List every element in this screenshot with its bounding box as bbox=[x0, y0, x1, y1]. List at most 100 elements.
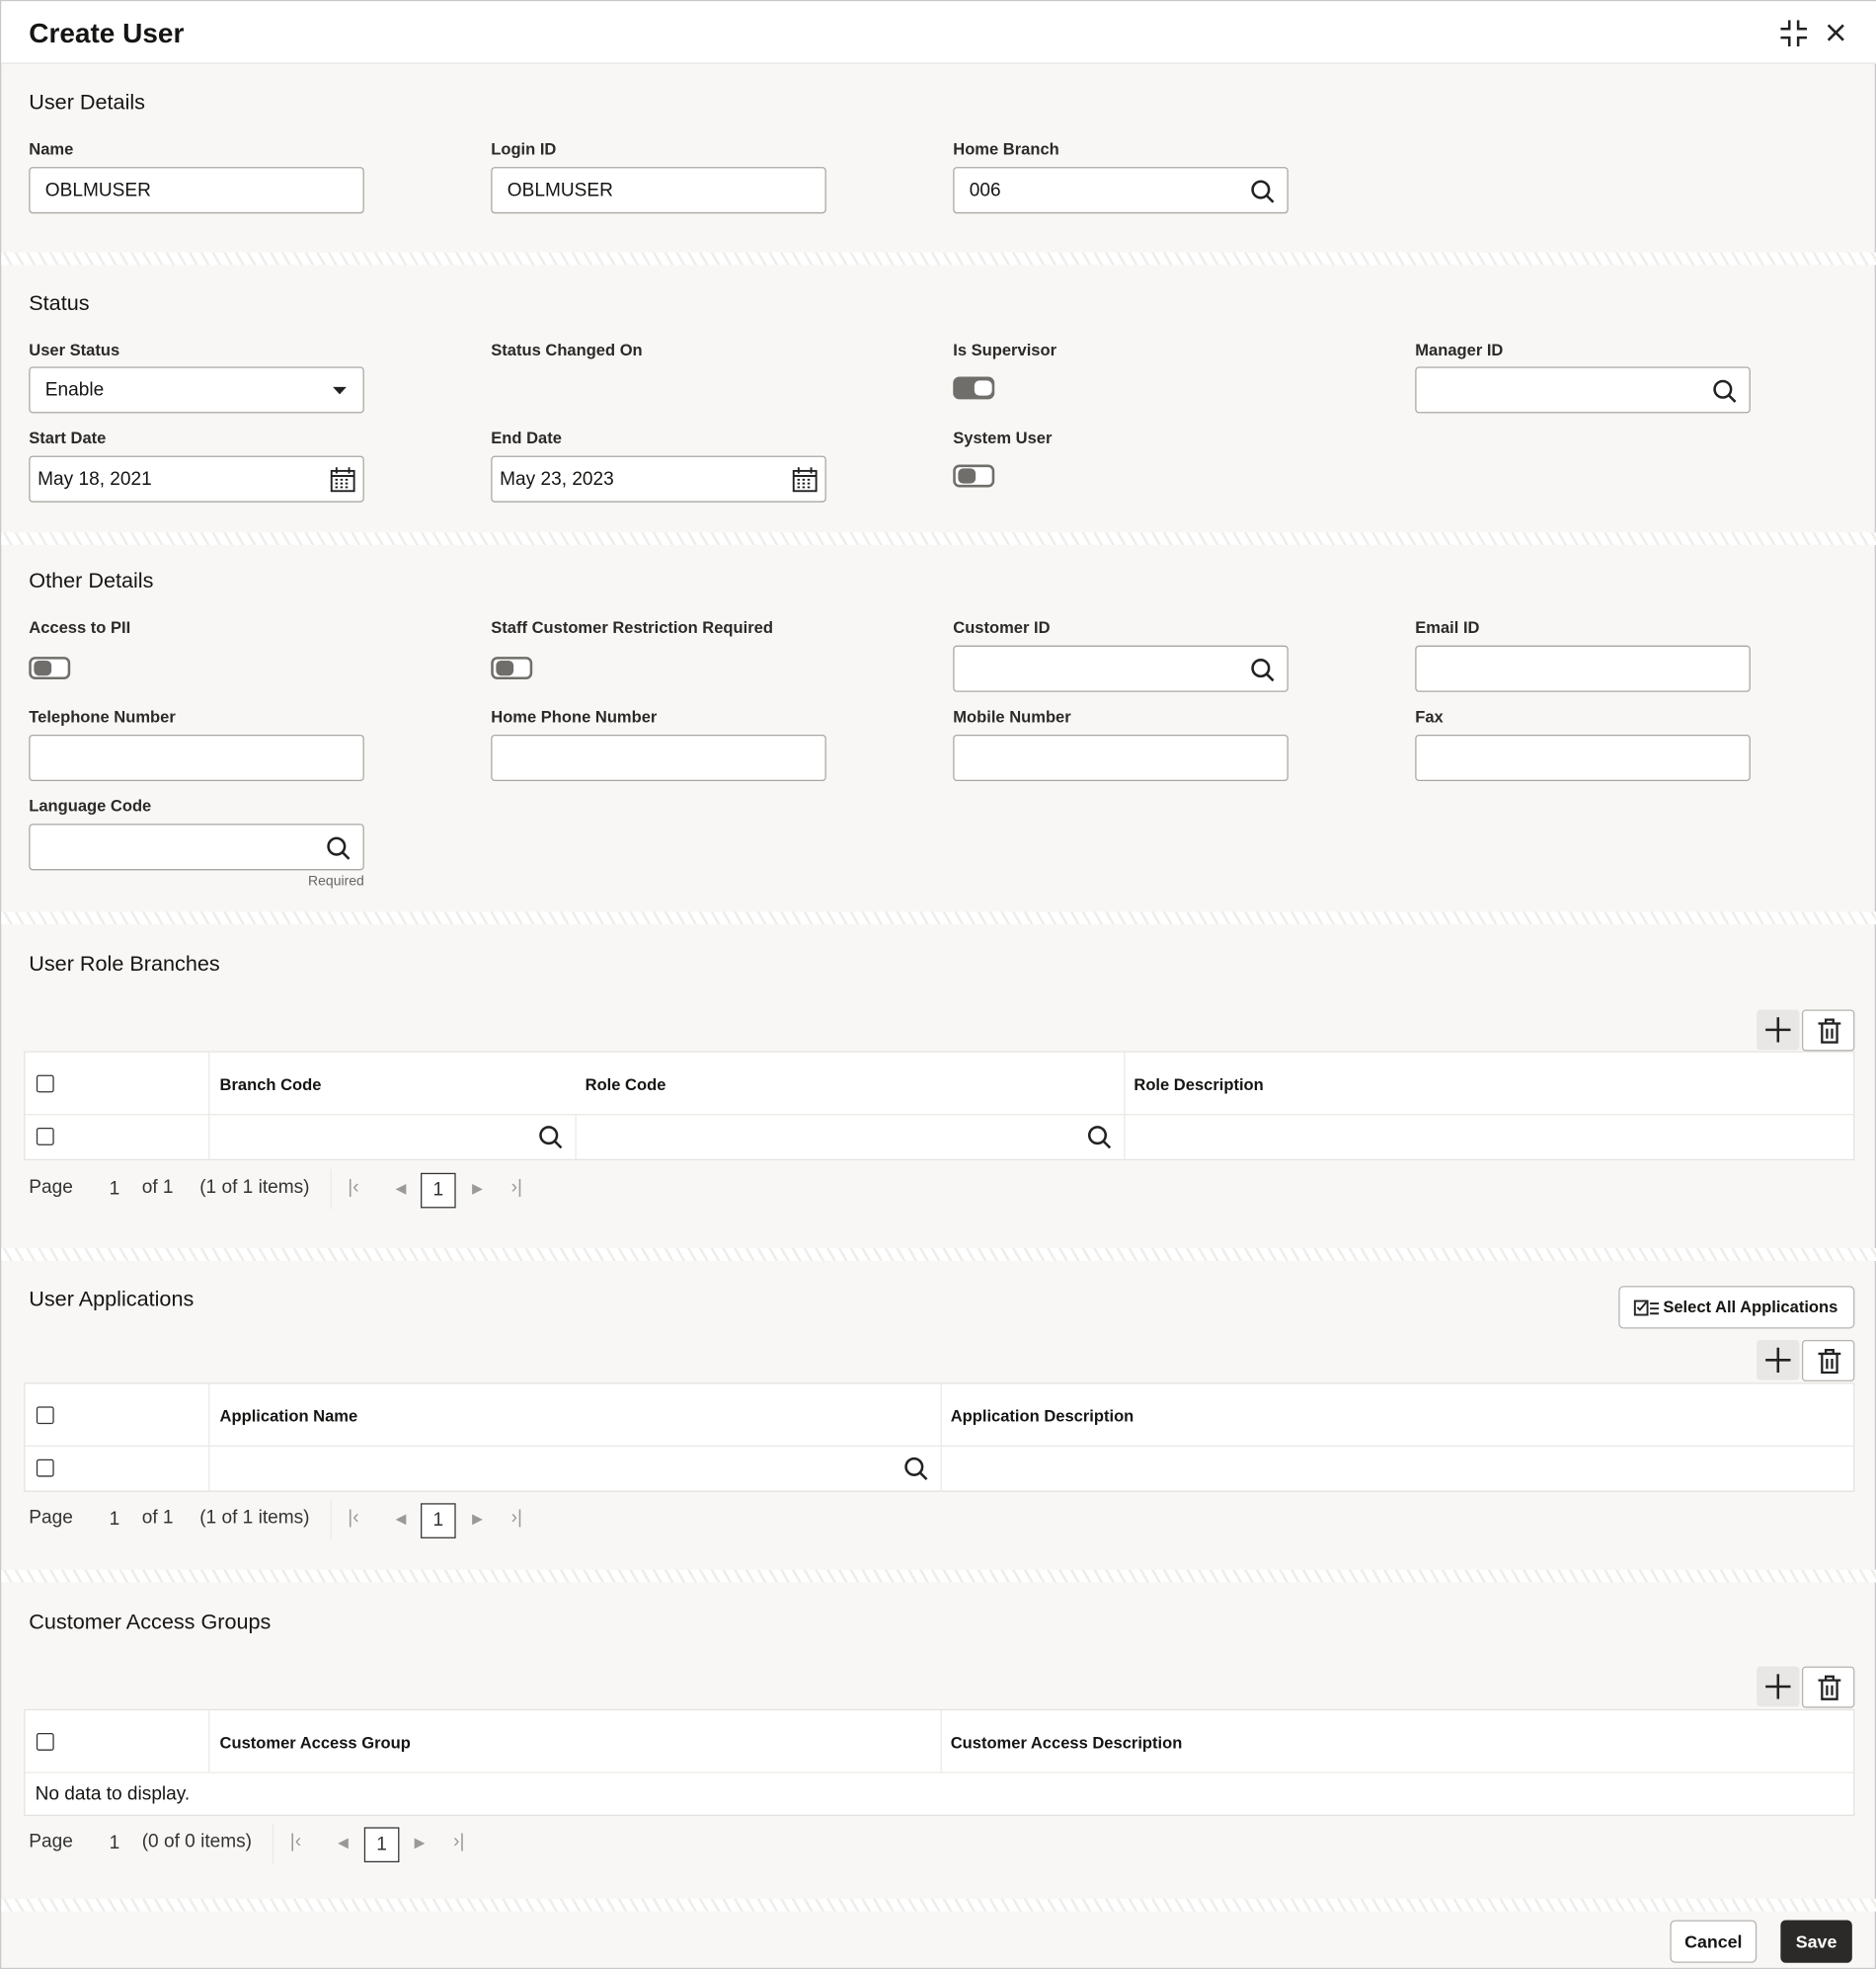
row-checkbox[interactable] bbox=[36, 1458, 54, 1477]
login-id-input[interactable]: OBLMUSER bbox=[491, 167, 826, 214]
items-count: (0 of 0 items) bbox=[141, 1831, 253, 1852]
mobile-input[interactable] bbox=[953, 734, 1289, 782]
customer-id-input[interactable] bbox=[953, 645, 1289, 692]
next-page-icon[interactable]: ▶ bbox=[414, 1836, 426, 1851]
user-role-branches-table: Branch Code Role Code Role Description bbox=[24, 1051, 1855, 1161]
column-header-role-code[interactable]: Role Code bbox=[585, 1074, 666, 1094]
checklist-icon bbox=[1633, 1300, 1659, 1316]
delete-row-button[interactable] bbox=[1801, 1339, 1855, 1381]
cancel-button[interactable]: Cancel bbox=[1670, 1920, 1758, 1963]
delete-row-button[interactable] bbox=[1801, 1009, 1855, 1052]
save-button[interactable]: Save bbox=[1780, 1920, 1852, 1963]
select-all-checkbox[interactable] bbox=[36, 1074, 54, 1093]
column-header-branch-code[interactable]: Branch Code bbox=[219, 1074, 322, 1094]
select-all-applications-label: Select All Applications bbox=[1663, 1297, 1838, 1316]
page-total: of 1 bbox=[141, 1176, 174, 1199]
end-date-input[interactable]: May 23, 2023 bbox=[491, 455, 826, 503]
section-divider bbox=[1, 1248, 1876, 1261]
search-icon[interactable] bbox=[539, 1125, 563, 1149]
supervisor-toggle[interactable] bbox=[953, 376, 995, 400]
next-page-icon[interactable]: ▶ bbox=[472, 1512, 483, 1528]
current-page-button[interactable]: 1 bbox=[363, 1827, 400, 1863]
system-user-toggle[interactable] bbox=[953, 464, 995, 488]
previous-page-icon[interactable]: ◀ bbox=[395, 1512, 407, 1528]
pagination: Page 1 of 1 (1 of 1 items) |‹ ◀ 1 ▶ ›| bbox=[29, 1499, 582, 1544]
column-header-application-name[interactable]: Application Name bbox=[219, 1406, 358, 1426]
select-all-checkbox[interactable] bbox=[36, 1733, 54, 1751]
row-checkbox[interactable] bbox=[36, 1128, 54, 1145]
page-number[interactable]: 1 bbox=[109, 1177, 120, 1200]
staff-restriction-toggle[interactable] bbox=[491, 657, 533, 680]
language-code-input[interactable] bbox=[29, 824, 364, 871]
previous-page-icon[interactable]: ◀ bbox=[338, 1836, 349, 1851]
manager-id-input[interactable] bbox=[1415, 366, 1751, 414]
page-number[interactable]: 1 bbox=[109, 1832, 120, 1854]
email-input[interactable] bbox=[1415, 645, 1751, 692]
section-divider bbox=[1, 532, 1876, 545]
user-applications-table: Application Name Application Description bbox=[24, 1382, 1855, 1492]
start-date-input[interactable]: May 18, 2021 bbox=[29, 455, 364, 503]
search-icon[interactable] bbox=[327, 836, 351, 860]
page-title: Create User bbox=[29, 17, 185, 49]
compress-icon[interactable] bbox=[1780, 20, 1808, 47]
add-row-button[interactable] bbox=[1757, 1666, 1800, 1707]
column-header-role-description[interactable]: Role Description bbox=[1133, 1074, 1264, 1094]
required-hint: Required bbox=[308, 874, 364, 890]
fax-label: Fax bbox=[1415, 706, 1444, 727]
add-row-button[interactable] bbox=[1757, 1009, 1800, 1051]
last-page-icon[interactable]: ›| bbox=[453, 1831, 465, 1852]
section-divider bbox=[1, 252, 1876, 266]
search-icon[interactable] bbox=[904, 1457, 928, 1481]
manager-id-label: Manager ID bbox=[1415, 340, 1504, 359]
home-branch-input[interactable]: 006 bbox=[953, 167, 1289, 214]
empty-message: No data to display. bbox=[35, 1782, 191, 1805]
select-all-applications-button[interactable]: Select All Applications bbox=[1618, 1286, 1855, 1329]
first-page-icon[interactable]: |‹ bbox=[348, 1176, 359, 1199]
login-id-label: Login ID bbox=[491, 139, 557, 159]
close-icon[interactable] bbox=[1827, 24, 1844, 41]
start-date-value: May 18, 2021 bbox=[38, 468, 152, 490]
home-phone-label: Home Phone Number bbox=[491, 706, 658, 727]
pii-toggle[interactable] bbox=[29, 657, 71, 680]
current-page-button[interactable]: 1 bbox=[421, 1503, 456, 1538]
calendar-icon[interactable] bbox=[792, 467, 818, 493]
search-icon[interactable] bbox=[1087, 1125, 1112, 1149]
customer-access-groups-table: Customer Access Group Customer Access De… bbox=[24, 1708, 1855, 1816]
plus-icon bbox=[1765, 1017, 1791, 1043]
next-page-icon[interactable]: ▶ bbox=[472, 1181, 483, 1197]
page-label: Page bbox=[29, 1507, 73, 1529]
last-page-icon[interactable]: ›| bbox=[510, 1176, 522, 1199]
last-page-icon[interactable]: ›| bbox=[510, 1507, 522, 1529]
search-icon[interactable] bbox=[1713, 379, 1737, 403]
home-phone-input[interactable] bbox=[491, 734, 826, 782]
first-page-icon[interactable]: |‹ bbox=[289, 1831, 302, 1852]
section-divider bbox=[1, 1569, 1876, 1583]
column-header-customer-access-group[interactable]: Customer Access Group bbox=[219, 1733, 411, 1753]
status-changed-label: Status Changed On bbox=[491, 340, 643, 359]
section-heading: Other Details bbox=[29, 569, 154, 593]
search-icon[interactable] bbox=[1251, 180, 1275, 203]
search-icon[interactable] bbox=[1251, 658, 1275, 682]
first-page-icon[interactable]: |‹ bbox=[348, 1507, 359, 1529]
user-status-label: User Status bbox=[29, 340, 120, 359]
name-input[interactable]: OBLMUSER bbox=[29, 167, 364, 214]
telephone-input[interactable] bbox=[29, 734, 364, 782]
user-status-select[interactable]: Enable bbox=[29, 366, 364, 414]
column-header-application-description[interactable]: Application Description bbox=[950, 1406, 1134, 1426]
calendar-icon[interactable] bbox=[330, 467, 355, 493]
supervisor-label: Is Supervisor bbox=[953, 340, 1057, 359]
email-label: Email ID bbox=[1415, 617, 1480, 637]
select-all-checkbox[interactable] bbox=[36, 1406, 54, 1425]
items-count: (1 of 1 items) bbox=[199, 1507, 310, 1529]
previous-page-icon[interactable]: ◀ bbox=[395, 1181, 407, 1197]
fax-input[interactable] bbox=[1415, 734, 1751, 782]
column-header-customer-access-description[interactable]: Customer Access Description bbox=[950, 1733, 1183, 1753]
page-number[interactable]: 1 bbox=[109, 1508, 120, 1530]
current-page-button[interactable]: 1 bbox=[421, 1172, 456, 1209]
add-row-button[interactable] bbox=[1757, 1339, 1800, 1380]
start-date-label: Start Date bbox=[29, 428, 107, 447]
delete-row-button[interactable] bbox=[1801, 1666, 1855, 1708]
mobile-label: Mobile Number bbox=[953, 706, 1071, 727]
page-total: of 1 bbox=[141, 1507, 174, 1529]
